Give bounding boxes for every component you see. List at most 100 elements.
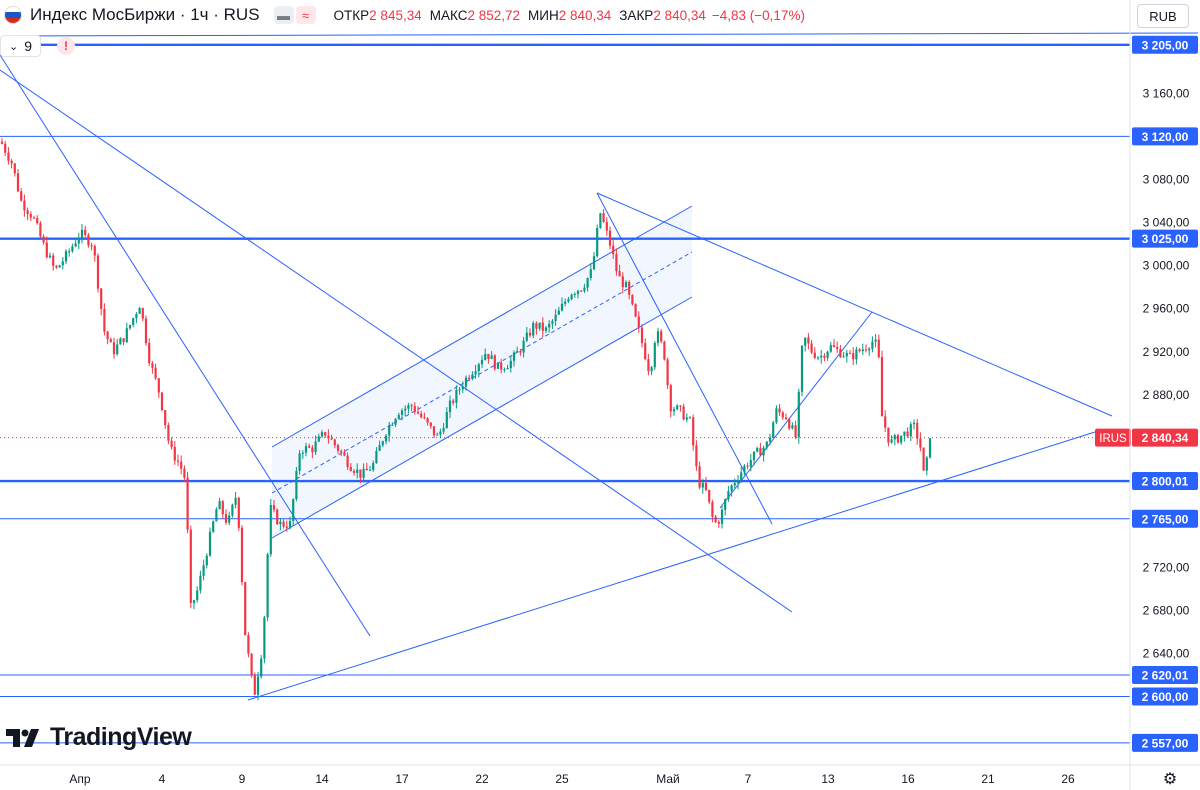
candle-body xyxy=(80,229,84,238)
candle xyxy=(301,450,304,459)
candle-body xyxy=(45,242,48,258)
candle xyxy=(320,429,324,438)
y-tick-label: 3 080,00 xyxy=(1143,172,1190,186)
candle xyxy=(484,348,487,361)
candle-body xyxy=(503,369,506,371)
candle xyxy=(288,516,292,530)
candle xyxy=(103,303,106,336)
candle-body xyxy=(605,221,608,231)
candle-body xyxy=(836,347,839,349)
candle xyxy=(714,514,717,523)
candle xyxy=(346,452,349,471)
candle-body xyxy=(599,213,602,229)
candle-body xyxy=(628,281,631,295)
level-price-text: 3 120,00 xyxy=(1142,130,1189,144)
candle-body xyxy=(183,468,186,478)
candle xyxy=(263,615,266,664)
candle-body xyxy=(852,353,855,360)
candle xyxy=(890,435,893,444)
candle xyxy=(500,358,503,374)
candle-body xyxy=(301,452,304,454)
gear-icon[interactable]: ⚙ xyxy=(1162,771,1178,788)
candle xyxy=(807,333,810,350)
candle xyxy=(266,552,269,622)
candle-body xyxy=(276,509,279,525)
candle xyxy=(106,330,109,345)
candle-body xyxy=(823,355,826,358)
candle-body xyxy=(397,414,400,419)
candle-body xyxy=(320,432,324,437)
candle xyxy=(138,307,141,314)
candle xyxy=(423,412,426,420)
candle-body xyxy=(141,308,144,319)
candle xyxy=(96,253,100,293)
candle xyxy=(282,519,285,529)
x-tick-label: 17 xyxy=(395,772,409,786)
alert-icon[interactable]: ! xyxy=(57,37,76,55)
candle-body xyxy=(621,276,624,288)
candle xyxy=(698,461,701,490)
candle-body xyxy=(176,460,180,462)
candle xyxy=(861,343,864,356)
candle xyxy=(170,437,173,450)
candle-body xyxy=(589,269,592,278)
trend-line xyxy=(0,69,793,613)
candle xyxy=(752,451,756,466)
candle-body xyxy=(471,374,474,379)
candle xyxy=(471,371,474,381)
candle-body xyxy=(855,349,858,360)
candle-body xyxy=(365,468,368,471)
symbol-title[interactable]: Индекс МосБиржи · 1ч · RUS xyxy=(30,5,260,24)
candle xyxy=(816,356,820,361)
candle xyxy=(858,347,861,353)
candle-body xyxy=(384,435,388,442)
indicators-toggle-button[interactable]: ⌄ 9 xyxy=(0,35,42,57)
x-tick-label: 25 xyxy=(555,772,569,786)
candle xyxy=(71,243,74,253)
candle-body xyxy=(292,499,295,522)
candle-body xyxy=(896,435,900,443)
candle-body xyxy=(410,405,413,407)
candle-body xyxy=(733,483,736,486)
candle xyxy=(874,334,877,348)
level-price-tag xyxy=(1132,665,1198,684)
candle-body xyxy=(906,431,909,437)
candle-body xyxy=(525,332,528,341)
candle-body xyxy=(519,351,522,353)
currency-button[interactable]: RUB xyxy=(1137,4,1189,28)
candle-body xyxy=(567,299,570,302)
candle-body xyxy=(58,265,61,268)
candle xyxy=(186,471,189,534)
candle xyxy=(743,464,746,476)
candle xyxy=(20,188,23,202)
candle-body xyxy=(484,353,487,360)
candle xyxy=(570,293,573,301)
candle xyxy=(167,422,170,445)
candle xyxy=(541,317,544,338)
candle-body xyxy=(439,431,442,435)
candle xyxy=(532,320,535,339)
candle xyxy=(180,455,183,475)
candle-body xyxy=(640,327,644,344)
candle-body xyxy=(487,353,490,359)
candle xyxy=(55,264,58,269)
candle xyxy=(234,491,237,509)
compare-icon[interactable]: ▬ xyxy=(273,6,294,24)
wave-icon[interactable]: ≈ xyxy=(295,6,316,24)
y-tick-label: 2 920,00 xyxy=(1143,345,1190,359)
candle-body xyxy=(144,318,148,344)
candle xyxy=(493,354,496,371)
candle-body xyxy=(724,499,727,510)
candle xyxy=(458,386,461,395)
candle xyxy=(384,434,388,445)
candle-body xyxy=(464,377,468,387)
candle xyxy=(730,484,733,497)
candle-body xyxy=(388,425,391,436)
candle xyxy=(74,238,77,248)
y-tick-label: 2 680,00 xyxy=(1143,603,1190,617)
tradingview-logo[interactable]: TradingView xyxy=(6,723,192,752)
candle xyxy=(365,462,368,471)
candle-body xyxy=(202,565,205,576)
level-price-tag xyxy=(1132,472,1198,491)
